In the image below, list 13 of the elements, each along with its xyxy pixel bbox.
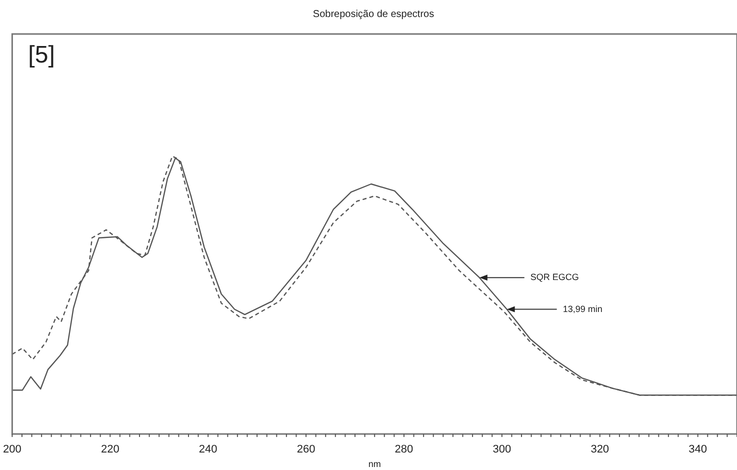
x-tick-label: 200 [2,444,22,456]
x-tick-label: 280 [394,444,414,456]
x-axis-title: nm [368,459,381,470]
x-tick-label: 300 [492,444,512,456]
annotation: SQR EGCG [530,272,579,282]
annotation: 13,99 min [562,304,602,314]
x-tick-label: 340 [688,444,707,456]
x-tick-label: 260 [296,444,316,456]
x-tick-label: 240 [198,444,218,456]
chart-title: Sobreposição de espectros [312,8,434,20]
x-tick-label: 320 [590,444,610,456]
x-tick-label: 220 [100,444,120,456]
text: [5] [28,42,55,69]
